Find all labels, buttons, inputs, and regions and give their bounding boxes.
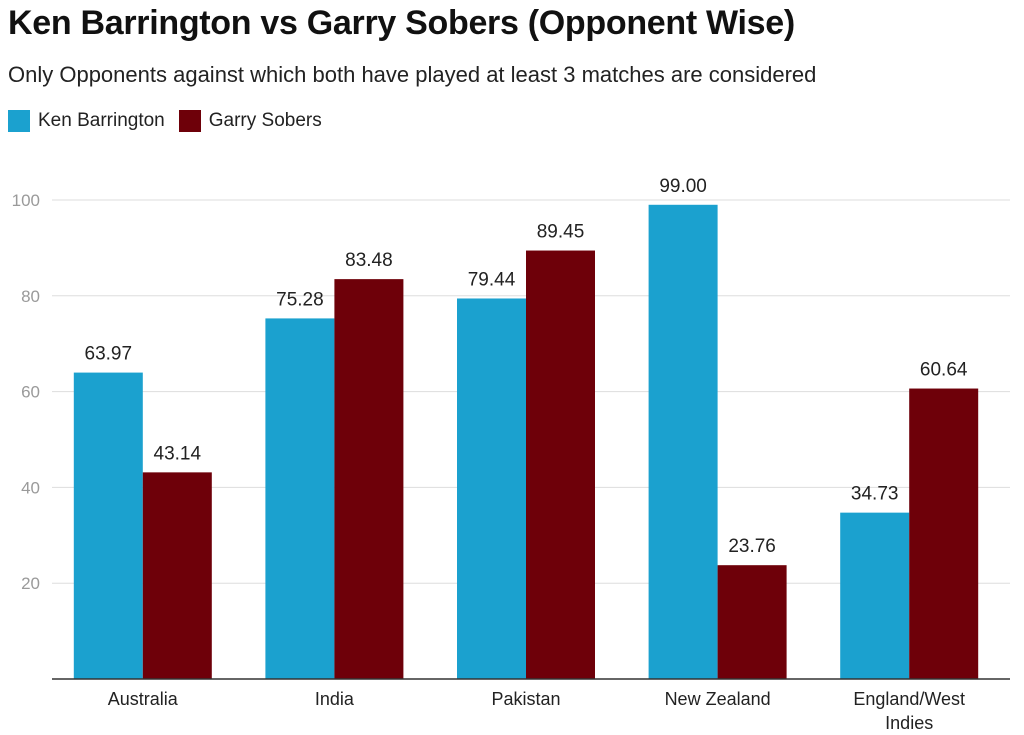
data-label-garry-sobers-3: 23.76 [728,536,776,557]
chart-legend: Ken Barrington Garry Sobers [8,110,336,132]
bar-ken-barrington-4 [840,512,910,679]
data-label-garry-sobers-4: 60.64 [920,360,968,381]
x-tick-label-0: Australia [108,689,179,709]
legend-item-garry-sobers: Garry Sobers [178,110,322,132]
chart-title: Ken Barrington vs Garry Sobers (Opponent… [8,4,795,42]
bar-ken-barrington-1 [265,318,335,679]
data-label-ken-barrington-0: 63.97 [85,344,133,365]
legend-label-garry-sobers: Garry Sobers [208,110,322,131]
bar-garry-sobers-3 [717,565,787,679]
bar-ken-barrington-2 [457,298,526,679]
chart-subtitle: Only Opponents against which both have p… [8,62,817,87]
legend-label-ken-barrington: Ken Barrington [38,110,165,131]
data-label-ken-barrington-1: 75.28 [276,289,324,310]
y-tick-label-80: 80 [21,287,40,306]
x-tick-label-3: New Zealand [665,689,771,709]
data-label-ken-barrington-2: 79.44 [468,269,516,290]
y-tick-label-100: 100 [12,191,40,210]
legend-item-ken-barrington: Ken Barrington [8,110,165,132]
data-label-garry-sobers-2: 89.45 [537,222,585,243]
bar-ken-barrington-3 [648,204,718,680]
data-label-garry-sobers-1: 83.48 [345,250,393,271]
x-tick-label-2: Pakistan [491,689,560,709]
bar-garry-sobers-1 [334,279,404,679]
legend-swatch-garry-sobers [178,110,201,132]
data-label-garry-sobers-0: 43.14 [154,443,202,464]
x-tick-label-4: England/West Indies [853,689,965,733]
data-label-ken-barrington-4: 34.73 [851,484,899,505]
data-label-ken-barrington-3: 99.00 [659,176,707,197]
bar-garry-sobers-0 [142,472,212,679]
bar-garry-sobers-4 [909,388,979,679]
y-tick-label-20: 20 [21,574,40,593]
bar-garry-sobers-2 [526,250,595,680]
y-tick-label-40: 40 [21,478,40,497]
y-tick-label-60: 60 [21,383,40,402]
x-tick-label-1: India [315,689,355,709]
legend-swatch-ken-barrington [8,110,30,132]
bar-ken-barrington-0 [73,372,143,679]
